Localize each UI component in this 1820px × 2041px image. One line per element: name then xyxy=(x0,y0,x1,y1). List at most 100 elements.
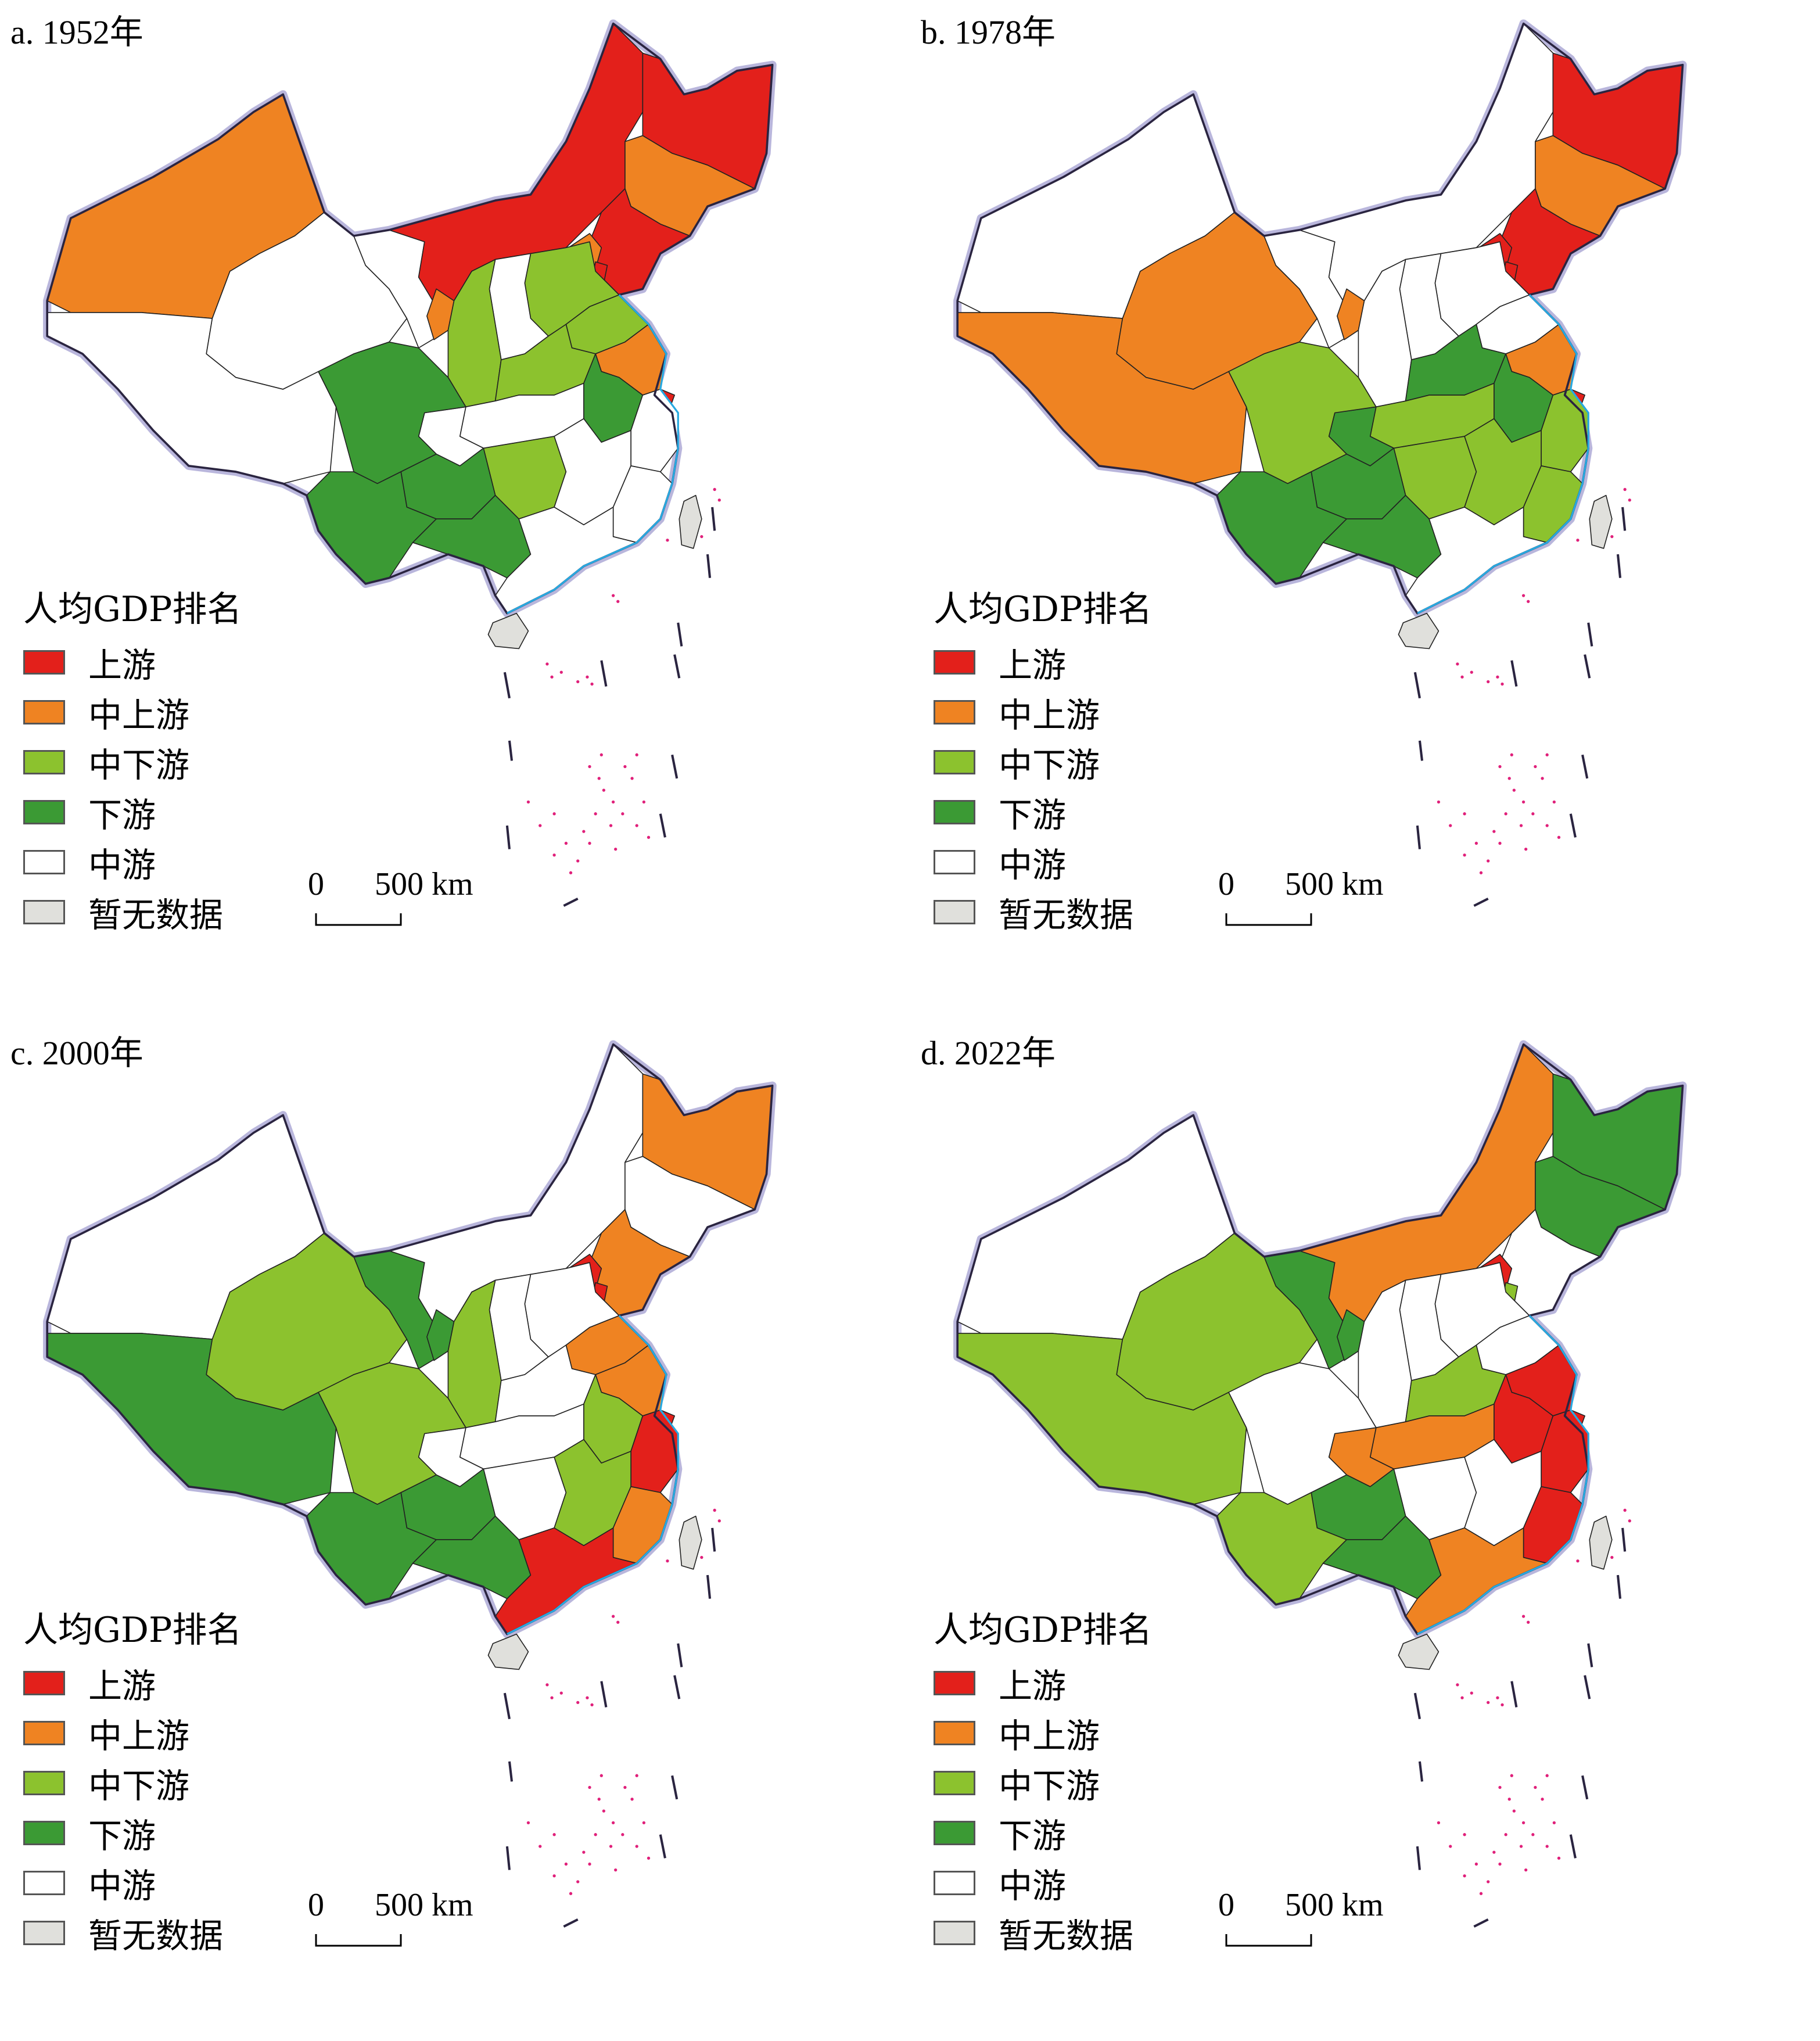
legend-label: 下游 xyxy=(88,1816,156,1856)
island-dot xyxy=(600,753,603,756)
island-dot xyxy=(576,1880,580,1884)
island-dot xyxy=(600,1774,603,1777)
maritime-boundary-dash xyxy=(1413,1692,1421,1720)
island-dot xyxy=(1628,498,1631,502)
island-dot xyxy=(1545,1774,1549,1777)
island-dot xyxy=(1521,1615,1525,1618)
island-dot xyxy=(630,777,634,780)
legend-item: 下游 xyxy=(23,1808,242,1858)
legend: 人均GDP排名 上游 中上游 中下游 下游 中游 暂无数据 xyxy=(23,581,242,937)
island-dot xyxy=(602,788,605,792)
island-dot xyxy=(576,680,580,683)
region-hainan xyxy=(1398,1633,1440,1670)
island-dot xyxy=(1487,1701,1490,1704)
legend-swatch xyxy=(23,1921,65,1945)
maritime-boundary-dash xyxy=(1621,1527,1627,1552)
legend-swatch xyxy=(23,750,65,774)
legend-swatch xyxy=(23,1771,65,1795)
island-dot xyxy=(1576,539,1580,542)
island-dot xyxy=(1541,777,1544,780)
coastline xyxy=(1417,294,1589,615)
maritime-boundary-dash xyxy=(1416,825,1421,849)
maritime-boundary-dash xyxy=(1473,1918,1489,1928)
legend-title: 人均GDP排名 xyxy=(934,589,1153,630)
legend-items: 上游 中上游 中下游 下游 中游 暂无数据 xyxy=(23,637,242,937)
legend-item: 中上游 xyxy=(23,1708,242,1758)
island-dot xyxy=(1531,1833,1535,1836)
island-dot xyxy=(616,600,620,603)
island-dot xyxy=(526,1821,530,1825)
island-dot xyxy=(1531,812,1535,816)
island-dot xyxy=(1545,1845,1549,1848)
legend-swatch xyxy=(934,900,975,924)
region-taiwan xyxy=(1589,494,1613,549)
maritime-boundary-dash xyxy=(659,813,666,838)
island-dot xyxy=(1487,680,1490,683)
island-dot xyxy=(635,824,638,827)
region-ningxia xyxy=(1337,288,1365,340)
legend-swatch xyxy=(23,800,65,824)
maritime-boundary-dash xyxy=(508,1761,514,1782)
island-dot xyxy=(569,1892,573,1895)
island-dot xyxy=(1492,1850,1496,1854)
scale-distance-label: 500 km xyxy=(1285,866,1384,902)
island-dot xyxy=(594,812,597,816)
island-dot xyxy=(614,847,618,851)
island-dot xyxy=(559,1691,563,1695)
scale-zero-label: 0 xyxy=(1218,1887,1234,1923)
island-dot xyxy=(545,662,549,666)
island-dot xyxy=(621,812,624,816)
legend-swatch xyxy=(934,1921,975,1945)
island-dot xyxy=(717,498,721,502)
legend-item: 中上游 xyxy=(23,687,242,737)
panel-title: c. 2000年 xyxy=(10,1034,143,1072)
legend-swatch xyxy=(23,850,65,874)
maritime-boundary-dash xyxy=(711,507,716,531)
island-dot xyxy=(666,539,669,542)
island-dot xyxy=(713,487,716,492)
maritime-boundary-dash xyxy=(1416,1846,1421,1870)
island-dot xyxy=(1498,1862,1502,1866)
island-dot xyxy=(1437,800,1441,804)
legend-item: 中游 xyxy=(934,1858,1152,1908)
island-dot xyxy=(588,765,591,769)
region-taiwan xyxy=(679,494,702,549)
island-dot xyxy=(1460,675,1464,679)
region-ningxia xyxy=(426,1309,455,1361)
maritime-boundary-dash xyxy=(1587,1643,1593,1667)
island-dot xyxy=(1504,812,1507,816)
maritime-boundary-dash xyxy=(600,1681,608,1708)
island-dot xyxy=(1463,812,1466,816)
island-dot xyxy=(545,1683,549,1687)
island-dot xyxy=(1498,1785,1502,1789)
scale-line xyxy=(1225,913,1312,926)
scale-bar: 0 500 km xyxy=(308,1886,473,1950)
legend-title: 人均GDP排名 xyxy=(934,1610,1153,1651)
maritime-boundary-dash xyxy=(1473,898,1489,907)
legend-label: 暂无数据 xyxy=(999,1916,1134,1956)
island-dot xyxy=(594,1833,597,1836)
maritime-boundary-dash xyxy=(1569,1834,1577,1859)
island-dot xyxy=(569,871,573,874)
maritime-boundary-dash xyxy=(673,1675,681,1699)
island-dot xyxy=(1610,535,1614,539)
legend-items: 上游 中上游 中下游 下游 中游 暂无数据 xyxy=(934,1658,1152,1958)
island-dot xyxy=(1507,1798,1511,1801)
maritime-boundary-dash xyxy=(711,1527,716,1552)
legend-swatch xyxy=(934,800,975,824)
legend-label: 上游 xyxy=(88,645,156,685)
legend-swatch xyxy=(23,1671,65,1695)
island-dot xyxy=(539,1845,542,1848)
scale-line xyxy=(315,1934,402,1947)
legend-item: 中下游 xyxy=(934,737,1152,787)
legend-swatch xyxy=(934,1871,975,1895)
coastline xyxy=(507,294,679,615)
maritime-boundary-dash xyxy=(508,740,514,761)
island-dot xyxy=(1487,859,1490,863)
region-ningxia xyxy=(1337,1309,1365,1361)
legend-label: 中下游 xyxy=(88,745,190,785)
island-dot xyxy=(1521,594,1525,597)
island-dot xyxy=(588,841,591,845)
scale-line xyxy=(315,913,402,926)
legend-label: 下游 xyxy=(999,1816,1067,1856)
